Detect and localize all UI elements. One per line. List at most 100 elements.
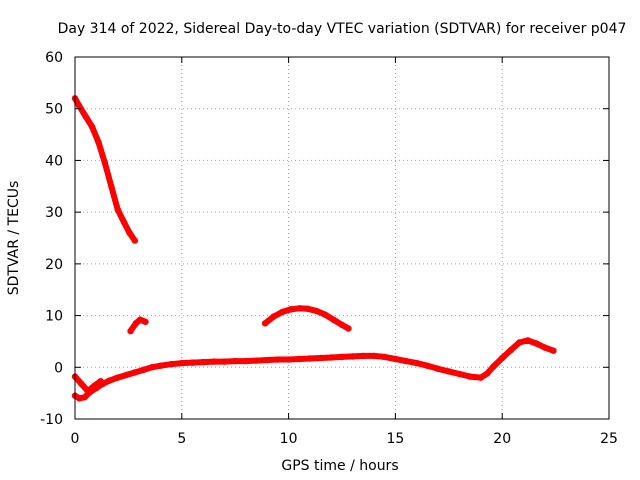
data-point: [524, 337, 532, 344]
data-point: [136, 316, 144, 323]
y-tick-label: -10: [40, 412, 63, 428]
data-point: [232, 357, 239, 365]
data-point: [321, 311, 329, 318]
data-point: [261, 320, 269, 327]
data-point: [131, 237, 139, 244]
data-point: [413, 359, 420, 367]
y-tick-label: 60: [45, 50, 63, 66]
data-point: [507, 347, 514, 354]
y-tick-label: 10: [45, 309, 63, 325]
data-point: [274, 356, 282, 363]
x-tick-label: 25: [600, 431, 618, 447]
data-point: [328, 354, 335, 361]
data-point: [490, 363, 497, 370]
data-point: [132, 320, 140, 327]
data-point: [499, 354, 506, 362]
data-point: [148, 364, 156, 371]
data-point: [345, 325, 352, 332]
data-point: [157, 362, 164, 369]
x-tick-label: 15: [386, 431, 404, 447]
data-point: [91, 382, 98, 390]
y-tick-label: 20: [45, 257, 63, 273]
data-point: [541, 344, 549, 351]
data-point: [477, 374, 485, 381]
data-point: [484, 370, 491, 377]
data-point: [306, 355, 314, 362]
data-point: [114, 206, 121, 213]
data-point: [445, 368, 452, 375]
data-point: [81, 394, 88, 401]
x-tick-label: 0: [71, 431, 80, 447]
chart-title: Day 314 of 2022, Sidereal Day-to-day VTE…: [58, 21, 627, 37]
data-point: [338, 321, 346, 329]
axis-ticks: 0 5 10 15 20 25 -10 0 10 20 30 40 50 60: [40, 50, 618, 447]
data-point: [381, 353, 388, 361]
x-axis-label: GPS time / hours: [281, 458, 398, 474]
data-point: [126, 229, 133, 237]
data-point: [114, 374, 121, 381]
data-point: [296, 355, 303, 363]
data-point: [317, 354, 324, 362]
data-point: [296, 305, 303, 312]
series-line-baseline: [72, 337, 557, 402]
data-point: [550, 347, 557, 354]
data-point: [424, 362, 431, 369]
grid-lines: [75, 57, 609, 419]
data-point: [123, 371, 130, 379]
data-point: [221, 358, 228, 365]
data-point: [97, 378, 104, 385]
data-point: [287, 306, 294, 313]
data-point: [189, 359, 196, 366]
data-point: [140, 366, 147, 374]
data-point: [178, 359, 185, 367]
data-point: [210, 358, 218, 365]
data-point: [434, 365, 442, 373]
x-tick-label: 10: [280, 431, 298, 447]
data-point: [127, 327, 134, 335]
data-point: [105, 377, 113, 384]
data-point: [199, 358, 207, 366]
data-point: [95, 139, 102, 146]
y-tick-label: 40: [45, 153, 63, 169]
plot-frame: [74, 56, 610, 420]
data-point: [516, 339, 523, 346]
data-point: [76, 102, 83, 110]
x-tick-label: 20: [493, 431, 511, 447]
data-point: [84, 387, 92, 395]
data-point: [360, 352, 367, 360]
data-point: [131, 369, 139, 376]
data-point: [101, 159, 109, 167]
data-point: [313, 307, 320, 315]
data-point: [88, 123, 96, 131]
data-point: [82, 113, 89, 120]
data-point: [242, 357, 250, 365]
data-point: [349, 353, 356, 360]
y-tick-label: 0: [54, 360, 63, 376]
data-point: [533, 340, 540, 347]
data-point: [78, 380, 85, 388]
data-point: [456, 370, 463, 378]
y-axis-label: SDTVAR / TECUs: [6, 181, 22, 296]
data-point: [142, 318, 149, 325]
data-point: [285, 356, 292, 363]
data-point: [253, 357, 260, 364]
data-point: [108, 183, 115, 190]
data-point: [167, 360, 175, 368]
data-point: [278, 308, 286, 316]
data-point: [264, 356, 271, 364]
x-tick-label: 5: [177, 431, 186, 447]
data-point: [330, 316, 337, 323]
series-group: [71, 95, 557, 402]
y-tick-label: 50: [45, 102, 63, 118]
data-point: [466, 373, 474, 380]
data-point: [402, 357, 410, 365]
data-point: [370, 352, 378, 360]
data-point: [76, 395, 83, 402]
data-point: [338, 353, 346, 361]
data-point: [304, 305, 312, 313]
data-point: [120, 219, 128, 226]
y-tick-label: 30: [45, 205, 63, 221]
data-point: [392, 355, 399, 363]
